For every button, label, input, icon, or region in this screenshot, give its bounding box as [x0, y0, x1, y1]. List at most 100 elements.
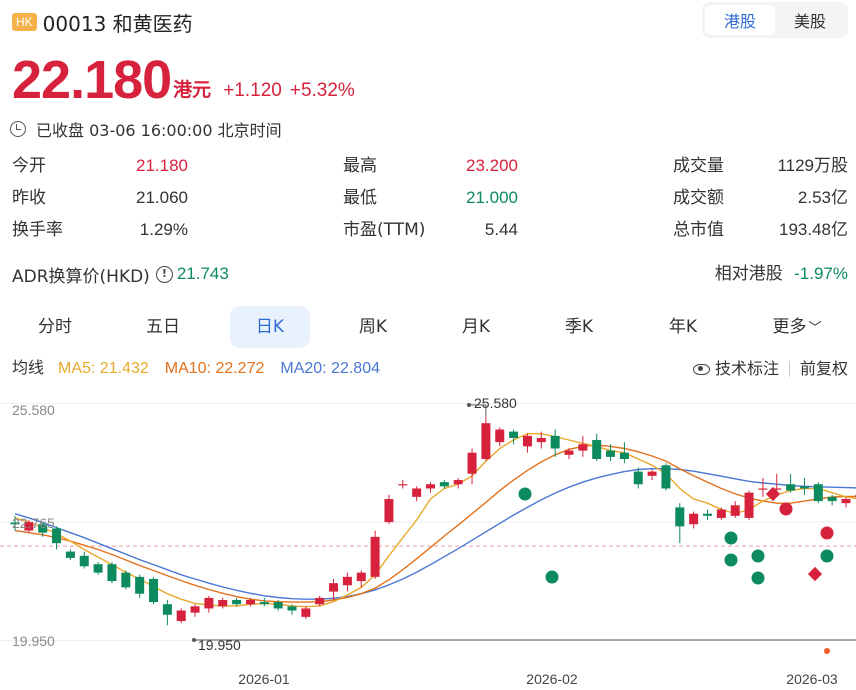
- event-dot-up: [779, 502, 793, 516]
- candle: [356, 570, 366, 588]
- tab-quarterly-k[interactable]: 季K: [564, 317, 594, 337]
- ma20-value: MA20: 22.804: [280, 360, 380, 377]
- min-price-label: 19.950: [198, 637, 241, 653]
- quote-high-value: 23.200: [466, 156, 518, 175]
- tab-more-label: 更多: [772, 317, 807, 337]
- chevron-down-icon: ﹀: [808, 321, 822, 336]
- candle: [107, 562, 117, 584]
- max-price-dot: [467, 403, 471, 407]
- tab-daily-k[interactable]: 日K: [230, 306, 310, 348]
- adjust-button[interactable]: 前复权: [799, 359, 848, 378]
- candle-body: [509, 431, 519, 438]
- candle-body: [121, 572, 131, 588]
- candle: [135, 574, 145, 598]
- quote-amount-label: 成交额: [673, 188, 724, 208]
- tab-yearly-k[interactable]: 年K: [668, 317, 698, 337]
- candle: [232, 597, 242, 607]
- candle-body: [647, 471, 657, 476]
- candle: [412, 486, 422, 502]
- candle-body: [730, 505, 740, 516]
- today-dot: [824, 648, 830, 654]
- candle: [93, 562, 103, 575]
- candle: [426, 482, 435, 493]
- ma-lines: [14, 433, 856, 608]
- stock-header: HK 00013 和黄医药: [12, 8, 193, 36]
- market-toggle-hk[interactable]: 港股: [705, 5, 775, 35]
- candle-body: [453, 480, 463, 485]
- candle: [453, 477, 463, 489]
- candle-body: [689, 513, 699, 525]
- tab-five-day[interactable]: 五日: [146, 317, 180, 337]
- candle: [689, 511, 699, 529]
- ma-label: 均线: [12, 360, 45, 377]
- candle-body: [329, 583, 339, 592]
- candle-body: [550, 435, 560, 449]
- quote-market-cap-value: 193.48亿: [779, 220, 848, 239]
- tab-weekly-k[interactable]: 周K: [358, 317, 388, 337]
- candle: [190, 604, 200, 617]
- quote-turnover-rate-label: 换手率: [12, 220, 63, 240]
- event-dot-down: [820, 549, 834, 563]
- candle: [370, 530, 380, 579]
- adr-value: 21.743: [176, 264, 229, 283]
- event-dot-down: [751, 549, 765, 563]
- last-price: 22.180: [12, 50, 172, 110]
- price-change: +1.120: [223, 80, 282, 101]
- y-tick-label: 25.580: [12, 402, 55, 418]
- event-dot-down: [724, 531, 738, 545]
- event-dot-down: [724, 553, 738, 567]
- candle: [398, 480, 408, 489]
- candle-body: [259, 602, 269, 605]
- x-tick-label: 2026-01: [238, 671, 290, 687]
- kline-chart[interactable]: 25.580 22.765 19.950 2026-01 2026-02 202…: [0, 388, 856, 690]
- candle-body: [592, 440, 602, 459]
- candle: [439, 480, 449, 489]
- info-icon[interactable]: !: [155, 265, 173, 283]
- candle: [564, 448, 574, 459]
- tab-intraday[interactable]: 分时: [38, 317, 72, 337]
- candle-body: [135, 576, 145, 594]
- ma5-line: [14, 433, 856, 608]
- candle: [218, 597, 228, 609]
- technical-annotation-button[interactable]: 技术标注: [714, 359, 779, 378]
- candle: [245, 597, 255, 607]
- candle: [204, 595, 214, 613]
- candle-body: [661, 465, 671, 489]
- quote-open-value: 21.180: [136, 156, 188, 175]
- candle: [730, 501, 740, 518]
- candle: [38, 522, 48, 537]
- candle: [522, 433, 532, 453]
- candle-body: [813, 484, 823, 502]
- candle: [675, 503, 685, 544]
- tab-more[interactable]: 更多 ﹀: [762, 306, 832, 348]
- x-tick-label: 2026-02: [526, 671, 578, 687]
- candle: [786, 473, 796, 493]
- candle: [481, 416, 491, 462]
- candle-body: [716, 509, 726, 518]
- candle-body: [273, 602, 283, 609]
- x-tick-label: 2026-03: [786, 671, 838, 687]
- price-change-pct: +5.32%: [289, 80, 355, 101]
- candle: [592, 433, 602, 462]
- y-tick-label: 22.765: [12, 515, 55, 531]
- period-tabs: 分时 五日 日K 周K 月K 季K 年K 更多 ﹀: [0, 306, 856, 348]
- candle-body: [564, 450, 574, 455]
- candle-body: [536, 437, 546, 443]
- tab-monthly-k[interactable]: 月K: [461, 317, 491, 337]
- candle: [329, 578, 339, 601]
- candle-body: [24, 522, 34, 531]
- quote-turnover-rate-value: 1.29%: [139, 220, 188, 239]
- market-toggle-us[interactable]: 美股: [793, 12, 826, 31]
- quote-volume-value: 1129万股: [777, 156, 848, 175]
- candle: [606, 444, 616, 462]
- candle: [176, 608, 186, 624]
- candle-body: [190, 606, 200, 613]
- candle: [841, 496, 851, 508]
- candle: [799, 477, 809, 495]
- candle-body: [772, 488, 782, 490]
- ma-legend: 均线 MA5: 21.432 MA10: 22.272 MA20: 22.804: [12, 358, 396, 380]
- candle-body: [799, 486, 809, 489]
- quote-low-label: 最低: [343, 188, 377, 208]
- candle: [149, 576, 158, 605]
- quote-open-label: 今开: [12, 156, 46, 176]
